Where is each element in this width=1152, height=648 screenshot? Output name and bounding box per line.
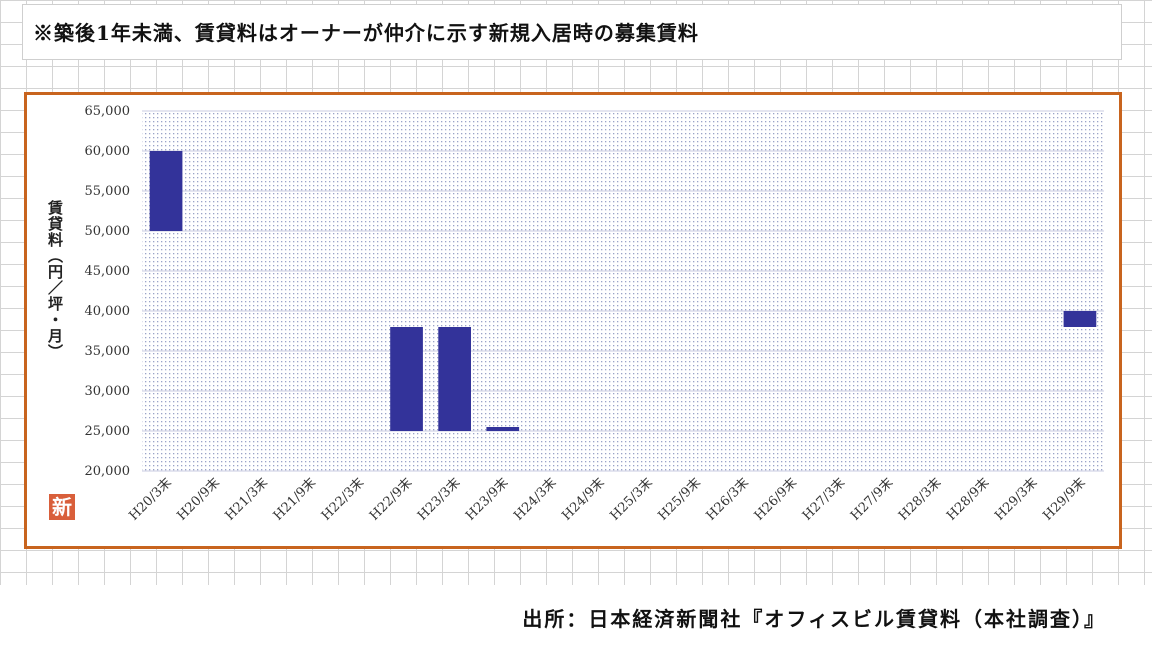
bar <box>149 151 183 231</box>
bar <box>438 327 472 431</box>
x-tick-label: H20/3末 <box>126 475 174 523</box>
x-tick-label: H25/3末 <box>607 475 655 523</box>
y-tick-label: 50,000 <box>85 224 131 239</box>
x-tick-label: H28/9末 <box>944 475 992 523</box>
x-tick-label: H29/3末 <box>992 475 1040 523</box>
x-tick-label: H21/3末 <box>223 475 271 523</box>
x-tick-label: H26/3末 <box>704 475 752 523</box>
y-tick-label: 45,000 <box>85 264 131 279</box>
bar <box>1063 311 1097 327</box>
x-tick-label: H25/9末 <box>656 475 704 523</box>
y-tick-label: 30,000 <box>85 384 131 399</box>
x-tick-label: H24/3末 <box>511 475 559 523</box>
y-tick-label: 40,000 <box>85 304 131 319</box>
note-text: ※築後1年未満、賃貸料はオーナーが仲介に示す新規入居時の募集賃料 <box>33 21 699 45</box>
x-tick-label: H23/3末 <box>415 475 463 523</box>
y-axis-label: 賃貸料（円／坪・月） <box>46 200 64 360</box>
x-tick-label: H27/9末 <box>848 475 896 523</box>
source-text: 出所：日本経済新聞社『オフィスビル賃貸料（本社調査）』 <box>522 607 1106 631</box>
plot-area <box>142 111 1104 471</box>
y-tick-label: 65,000 <box>85 104 131 119</box>
new-badge-icon: 新 <box>49 494 75 520</box>
x-tick-label: H24/9末 <box>559 475 607 523</box>
source-box: 出所：日本経済新聞社『オフィスビル賃貸料（本社調査）』 <box>0 585 1152 648</box>
note-box: ※築後1年未満、賃貸料はオーナーが仲介に示す新規入居時の募集賃料 <box>22 4 1122 60</box>
x-tick-label: H26/9末 <box>752 475 800 523</box>
y-tick-label: 35,000 <box>85 344 131 359</box>
y-tick-label: 55,000 <box>85 184 131 199</box>
x-tick-label: H27/3末 <box>800 475 848 523</box>
x-tick-label: H22/3末 <box>319 475 367 523</box>
y-tick-label: 25,000 <box>85 424 131 439</box>
x-tick-label: H22/9末 <box>367 475 415 523</box>
y-tick-label: 60,000 <box>85 144 131 159</box>
y-tick-label: 20,000 <box>85 464 131 479</box>
x-tick-label: H28/3末 <box>896 475 944 523</box>
bar <box>486 427 520 431</box>
x-tick-label: H29/9末 <box>1040 475 1088 523</box>
x-tick-label: H23/9末 <box>463 475 511 523</box>
x-tick-label: H21/9末 <box>271 475 319 523</box>
bar <box>390 327 423 431</box>
x-tick-label: H20/9末 <box>175 475 223 523</box>
